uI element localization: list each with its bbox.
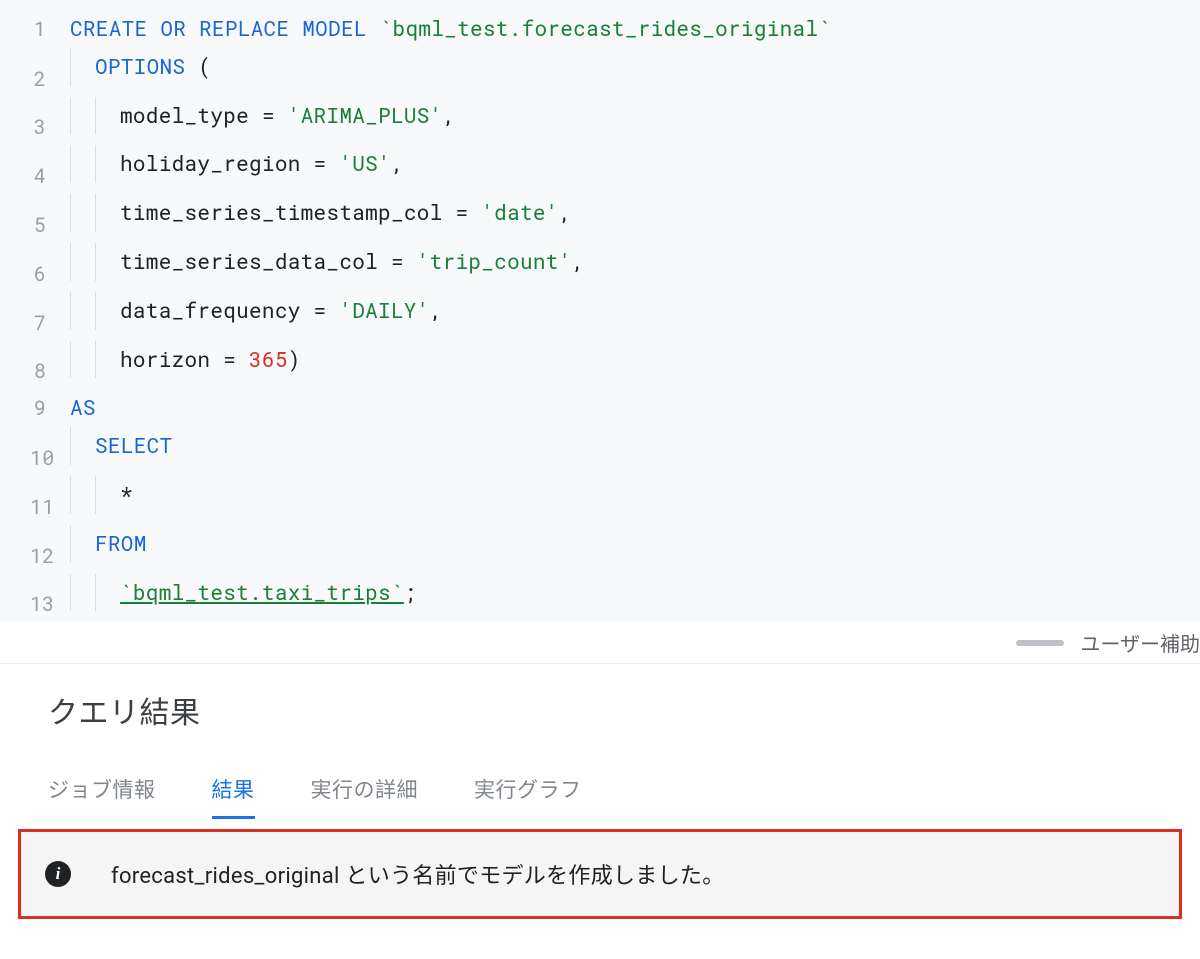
code-content[interactable]: SELECT xyxy=(70,427,172,465)
results-tabs: ジョブ情報 結果 実行の詳細 実行グラフ xyxy=(48,768,1200,819)
code-content[interactable]: horizon = 365) xyxy=(70,341,301,379)
code-line[interactable]: 4holiday_region = 'US', xyxy=(30,145,1200,194)
line-number: 4 xyxy=(30,158,70,194)
code-line[interactable]: 10SELECT xyxy=(30,427,1200,476)
code-line[interactable]: 13`bqml_test.taxi_trips`; xyxy=(30,574,1200,623)
tab-3[interactable]: 実行グラフ xyxy=(474,768,582,818)
code-line[interactable]: 5time_series_timestamp_col = 'date', xyxy=(30,194,1200,243)
tab-0[interactable]: ジョブ情報 xyxy=(48,768,156,818)
line-number: 11 xyxy=(30,489,70,525)
code-line[interactable]: 2OPTIONS ( xyxy=(30,48,1200,97)
code-line[interactable]: 12FROM xyxy=(30,525,1200,574)
line-number: 12 xyxy=(30,538,70,574)
code-content[interactable]: model_type = 'ARIMA_PLUS', xyxy=(70,97,455,135)
code-content[interactable]: * xyxy=(70,476,133,514)
line-number: 1 xyxy=(30,11,70,47)
line-number: 9 xyxy=(30,390,70,426)
code-content[interactable]: data_frequency = 'DAILY', xyxy=(70,292,443,330)
line-number: 5 xyxy=(30,207,70,243)
query-results-region: クエリ結果 ジョブ情報 結果 実行の詳細 実行グラフ xyxy=(0,664,1200,819)
code-content[interactable]: OPTIONS ( xyxy=(70,48,211,86)
line-number: 6 xyxy=(30,256,70,292)
code-content[interactable]: time_series_data_col = 'trip_count', xyxy=(70,243,585,281)
code-content[interactable]: CREATE OR REPLACE MODEL `bqml_test.forec… xyxy=(70,10,831,48)
line-number: 10 xyxy=(30,440,70,476)
line-number: 3 xyxy=(30,109,70,145)
line-number: 8 xyxy=(30,353,70,389)
code-content[interactable]: `bqml_test.taxi_trips`; xyxy=(70,574,417,612)
info-icon: i xyxy=(45,861,71,887)
line-number: 13 xyxy=(30,586,70,622)
code-line[interactable]: 8horizon = 365) xyxy=(30,341,1200,390)
code-content[interactable]: AS xyxy=(70,389,96,427)
code-line[interactable]: 7data_frequency = 'DAILY', xyxy=(30,292,1200,341)
code-line[interactable]: 11* xyxy=(30,476,1200,525)
code-content[interactable]: time_series_timestamp_col = 'date', xyxy=(70,194,572,232)
tab-1[interactable]: 結果 xyxy=(212,768,255,819)
tab-2[interactable]: 実行の詳細 xyxy=(311,768,419,818)
horizontal-scroll-thumb[interactable] xyxy=(1016,640,1064,646)
code-line[interactable]: 6time_series_data_col = 'trip_count', xyxy=(30,243,1200,292)
code-line[interactable]: 1CREATE OR REPLACE MODEL `bqml_test.fore… xyxy=(30,10,1200,48)
editor-footer-bar: ユーザー補助 xyxy=(0,622,1200,664)
line-number: 7 xyxy=(30,305,70,341)
code-line[interactable]: 9AS xyxy=(30,389,1200,427)
code-line[interactable]: 3model_type = 'ARIMA_PLUS', xyxy=(30,97,1200,146)
sql-editor[interactable]: 1CREATE OR REPLACE MODEL `bqml_test.fore… xyxy=(0,0,1200,622)
line-number: 2 xyxy=(30,61,70,97)
result-message-box: i forecast_rides_original という名前でモデルを作成しま… xyxy=(18,829,1182,919)
result-message-text: forecast_rides_original という名前でモデルを作成しました… xyxy=(111,858,725,890)
code-content[interactable]: holiday_region = 'US', xyxy=(70,145,404,183)
query-results-title: クエリ結果 xyxy=(48,688,1200,732)
code-content[interactable]: FROM xyxy=(70,525,147,563)
accessibility-helper-label: ユーザー補助 xyxy=(1080,628,1200,657)
